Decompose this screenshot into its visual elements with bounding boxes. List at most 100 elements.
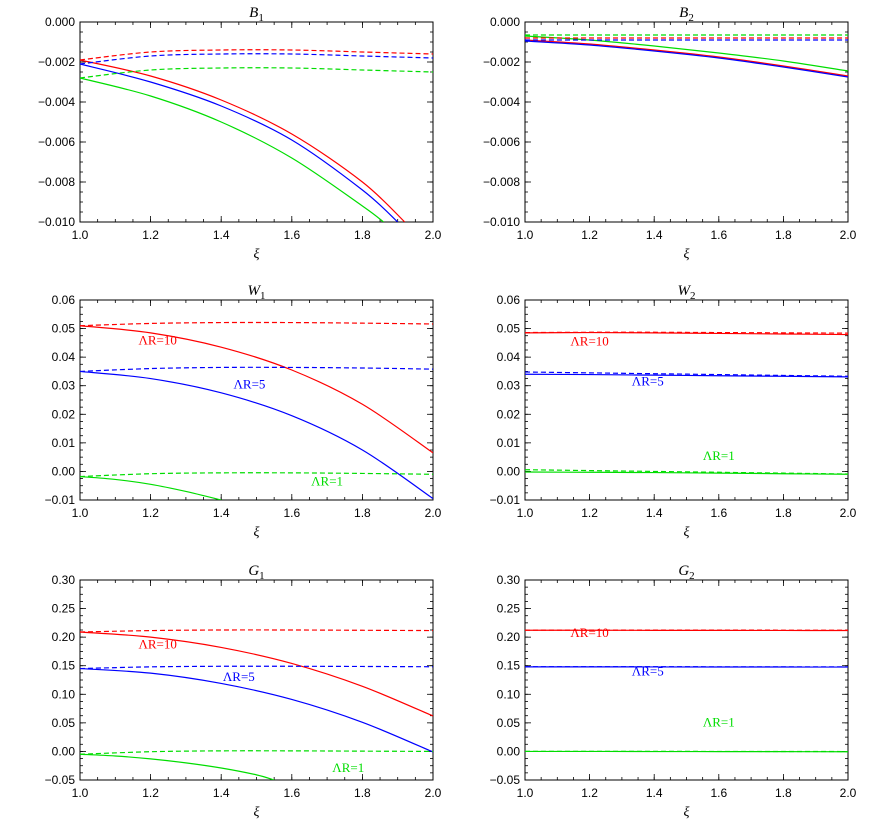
- x-tick-label: 2.0: [425, 786, 442, 800]
- y-tick-label: 0.25: [497, 602, 521, 616]
- x-axis-label: ξ: [254, 525, 260, 540]
- series-annotation: ΛR=1: [311, 474, 343, 489]
- y-tick-label: 0.10: [497, 687, 521, 701]
- x-tick-label: 1.2: [142, 786, 159, 800]
- solid-series-line-2: [80, 77, 384, 222]
- dashed-series-line-4: [80, 665, 433, 670]
- chart-panel-4: 1.0 1.2 1.4 1.6 1.8 2.0 0.30 0.25 0.20 0.15 0.10 0.…: [45, 563, 442, 820]
- panel-title: G2: [678, 563, 694, 582]
- y-tick-label: 0.05: [52, 716, 76, 730]
- x-axis-label: ξ: [254, 247, 260, 262]
- dashed-series-line-4: [80, 366, 433, 373]
- panel-title-subscript: 2: [689, 570, 695, 582]
- solid-series-line-1: [525, 373, 848, 378]
- x-tick-label: 1.6: [283, 228, 300, 242]
- y-tick-label: 0.15: [497, 659, 521, 673]
- series-annotation: ΛR=1: [332, 760, 364, 775]
- x-tick-label: 1.6: [283, 786, 300, 800]
- solid-series-line-2: [80, 753, 275, 780]
- y-tick-label: −0.006: [38, 135, 75, 149]
- y-tick-label: 0.15: [52, 659, 76, 673]
- y-tick-label: 0.03: [497, 379, 521, 393]
- y-tick-label: 0.05: [497, 716, 521, 730]
- x-tick-label: 1.6: [710, 228, 727, 242]
- y-tick-label: −0.05: [490, 773, 521, 787]
- y-tick-label: 0.05: [52, 322, 76, 336]
- series-annotation: ΛR=10: [570, 625, 608, 640]
- x-tick-label: 1.2: [142, 506, 159, 520]
- y-tick-label: 0.04: [497, 350, 521, 364]
- y-tick-label: 0.00: [52, 744, 76, 758]
- series-annotation: ΛR=1: [703, 448, 735, 463]
- y-tick-label: −0.008: [38, 175, 75, 189]
- x-tick-label: 1.8: [354, 228, 371, 242]
- series-annotation: ΛR=5: [233, 377, 265, 392]
- plot-frame: [79, 299, 434, 501]
- panel-title: W2: [678, 283, 696, 302]
- plot-frame: [79, 579, 434, 781]
- y-tick-label: 0.06: [497, 293, 521, 307]
- dashed-series-line-4: [80, 53, 433, 65]
- y-tick-label: 0.30: [52, 573, 76, 587]
- x-tick-label: 1.4: [646, 786, 663, 800]
- y-tick-label: 0.00: [52, 464, 76, 478]
- solid-series-line-0: [80, 325, 433, 454]
- solid-series-line-1: [80, 370, 433, 500]
- x-tick-label: 1.0: [517, 228, 534, 242]
- x-axis-label: ξ: [684, 525, 690, 540]
- x-tick-label: 1.4: [646, 506, 663, 520]
- panel-title: W1: [248, 283, 266, 302]
- x-axis-label: ξ: [684, 247, 690, 262]
- y-tick-label: −0.01: [490, 493, 521, 507]
- dashed-series-line-3: [80, 321, 433, 327]
- y-tick-label: −0.004: [483, 95, 520, 109]
- x-tick-label: 1.4: [213, 786, 230, 800]
- x-axis-label: ξ: [254, 805, 260, 820]
- solid-series-line-1: [80, 63, 399, 222]
- panel-title-subscript: 1: [258, 12, 264, 24]
- x-tick-label: 1.8: [775, 506, 792, 520]
- series-annotation: ΛR=1: [703, 714, 735, 729]
- y-tick-label: −0.010: [38, 215, 75, 229]
- panel-title: G1: [248, 563, 264, 582]
- x-tick-label: 1.4: [646, 228, 663, 242]
- x-tick-label: 1.4: [213, 228, 230, 242]
- series-annotation: ΛR=10: [138, 637, 176, 652]
- y-tick-label: 0.01: [52, 436, 76, 450]
- y-tick-label: −0.01: [45, 493, 76, 507]
- x-tick-label: 1.2: [581, 228, 598, 242]
- x-tick-label: 2.0: [425, 506, 442, 520]
- chart-panel-1: 1.0 1.2 1.4 1.6 1.8 2.0 0.000 −0.002 −0.004 −0.00…: [483, 5, 857, 262]
- y-tick-label: 0.04: [52, 350, 76, 364]
- x-tick-label: 1.8: [354, 786, 371, 800]
- y-tick-label: 0.02: [52, 407, 76, 421]
- chart-panel-5: 1.0 1.2 1.4 1.6 1.8 2.0 0.30 0.25 0.20 0.15 0.10 0.…: [490, 563, 857, 820]
- y-tick-label: 0.30: [497, 573, 521, 587]
- solid-series-line-2: [80, 475, 222, 500]
- chart-panel-0: 1.0 1.2 1.4 1.6 1.8 2.0 0.000 −0.002 −0.004 −0.00…: [38, 5, 442, 262]
- y-tick-label: 0.25: [52, 602, 76, 616]
- panel-title-subscript: 2: [690, 290, 696, 302]
- dashed-series-line-5: [80, 472, 433, 478]
- dashed-series-line-3: [80, 629, 433, 633]
- solid-series-line-0: [80, 59, 406, 222]
- panel-title-subscript: 2: [688, 12, 694, 24]
- x-tick-label: 1.8: [354, 506, 371, 520]
- x-tick-label: 2.0: [840, 228, 857, 242]
- dashed-series-line-5: [80, 750, 433, 755]
- plot-frame: [524, 21, 849, 223]
- dashed-series-line-3: [525, 331, 848, 334]
- x-tick-label: 1.2: [581, 506, 598, 520]
- y-tick-label: 0.00: [497, 744, 521, 758]
- solid-series-line-1: [525, 40, 848, 78]
- y-tick-label: −0.002: [38, 55, 75, 69]
- dashed-series-line-5: [525, 469, 848, 475]
- series-annotation: ΛR=10: [138, 332, 176, 347]
- x-tick-label: 1.0: [517, 506, 534, 520]
- solid-series-line-0: [525, 39, 848, 77]
- y-tick-label: 0.00: [497, 464, 521, 478]
- dashed-series-line-3: [80, 49, 433, 61]
- y-tick-label: −0.010: [483, 215, 520, 229]
- series-annotation: ΛR=5: [223, 669, 255, 684]
- y-tick-label: −0.05: [45, 773, 76, 787]
